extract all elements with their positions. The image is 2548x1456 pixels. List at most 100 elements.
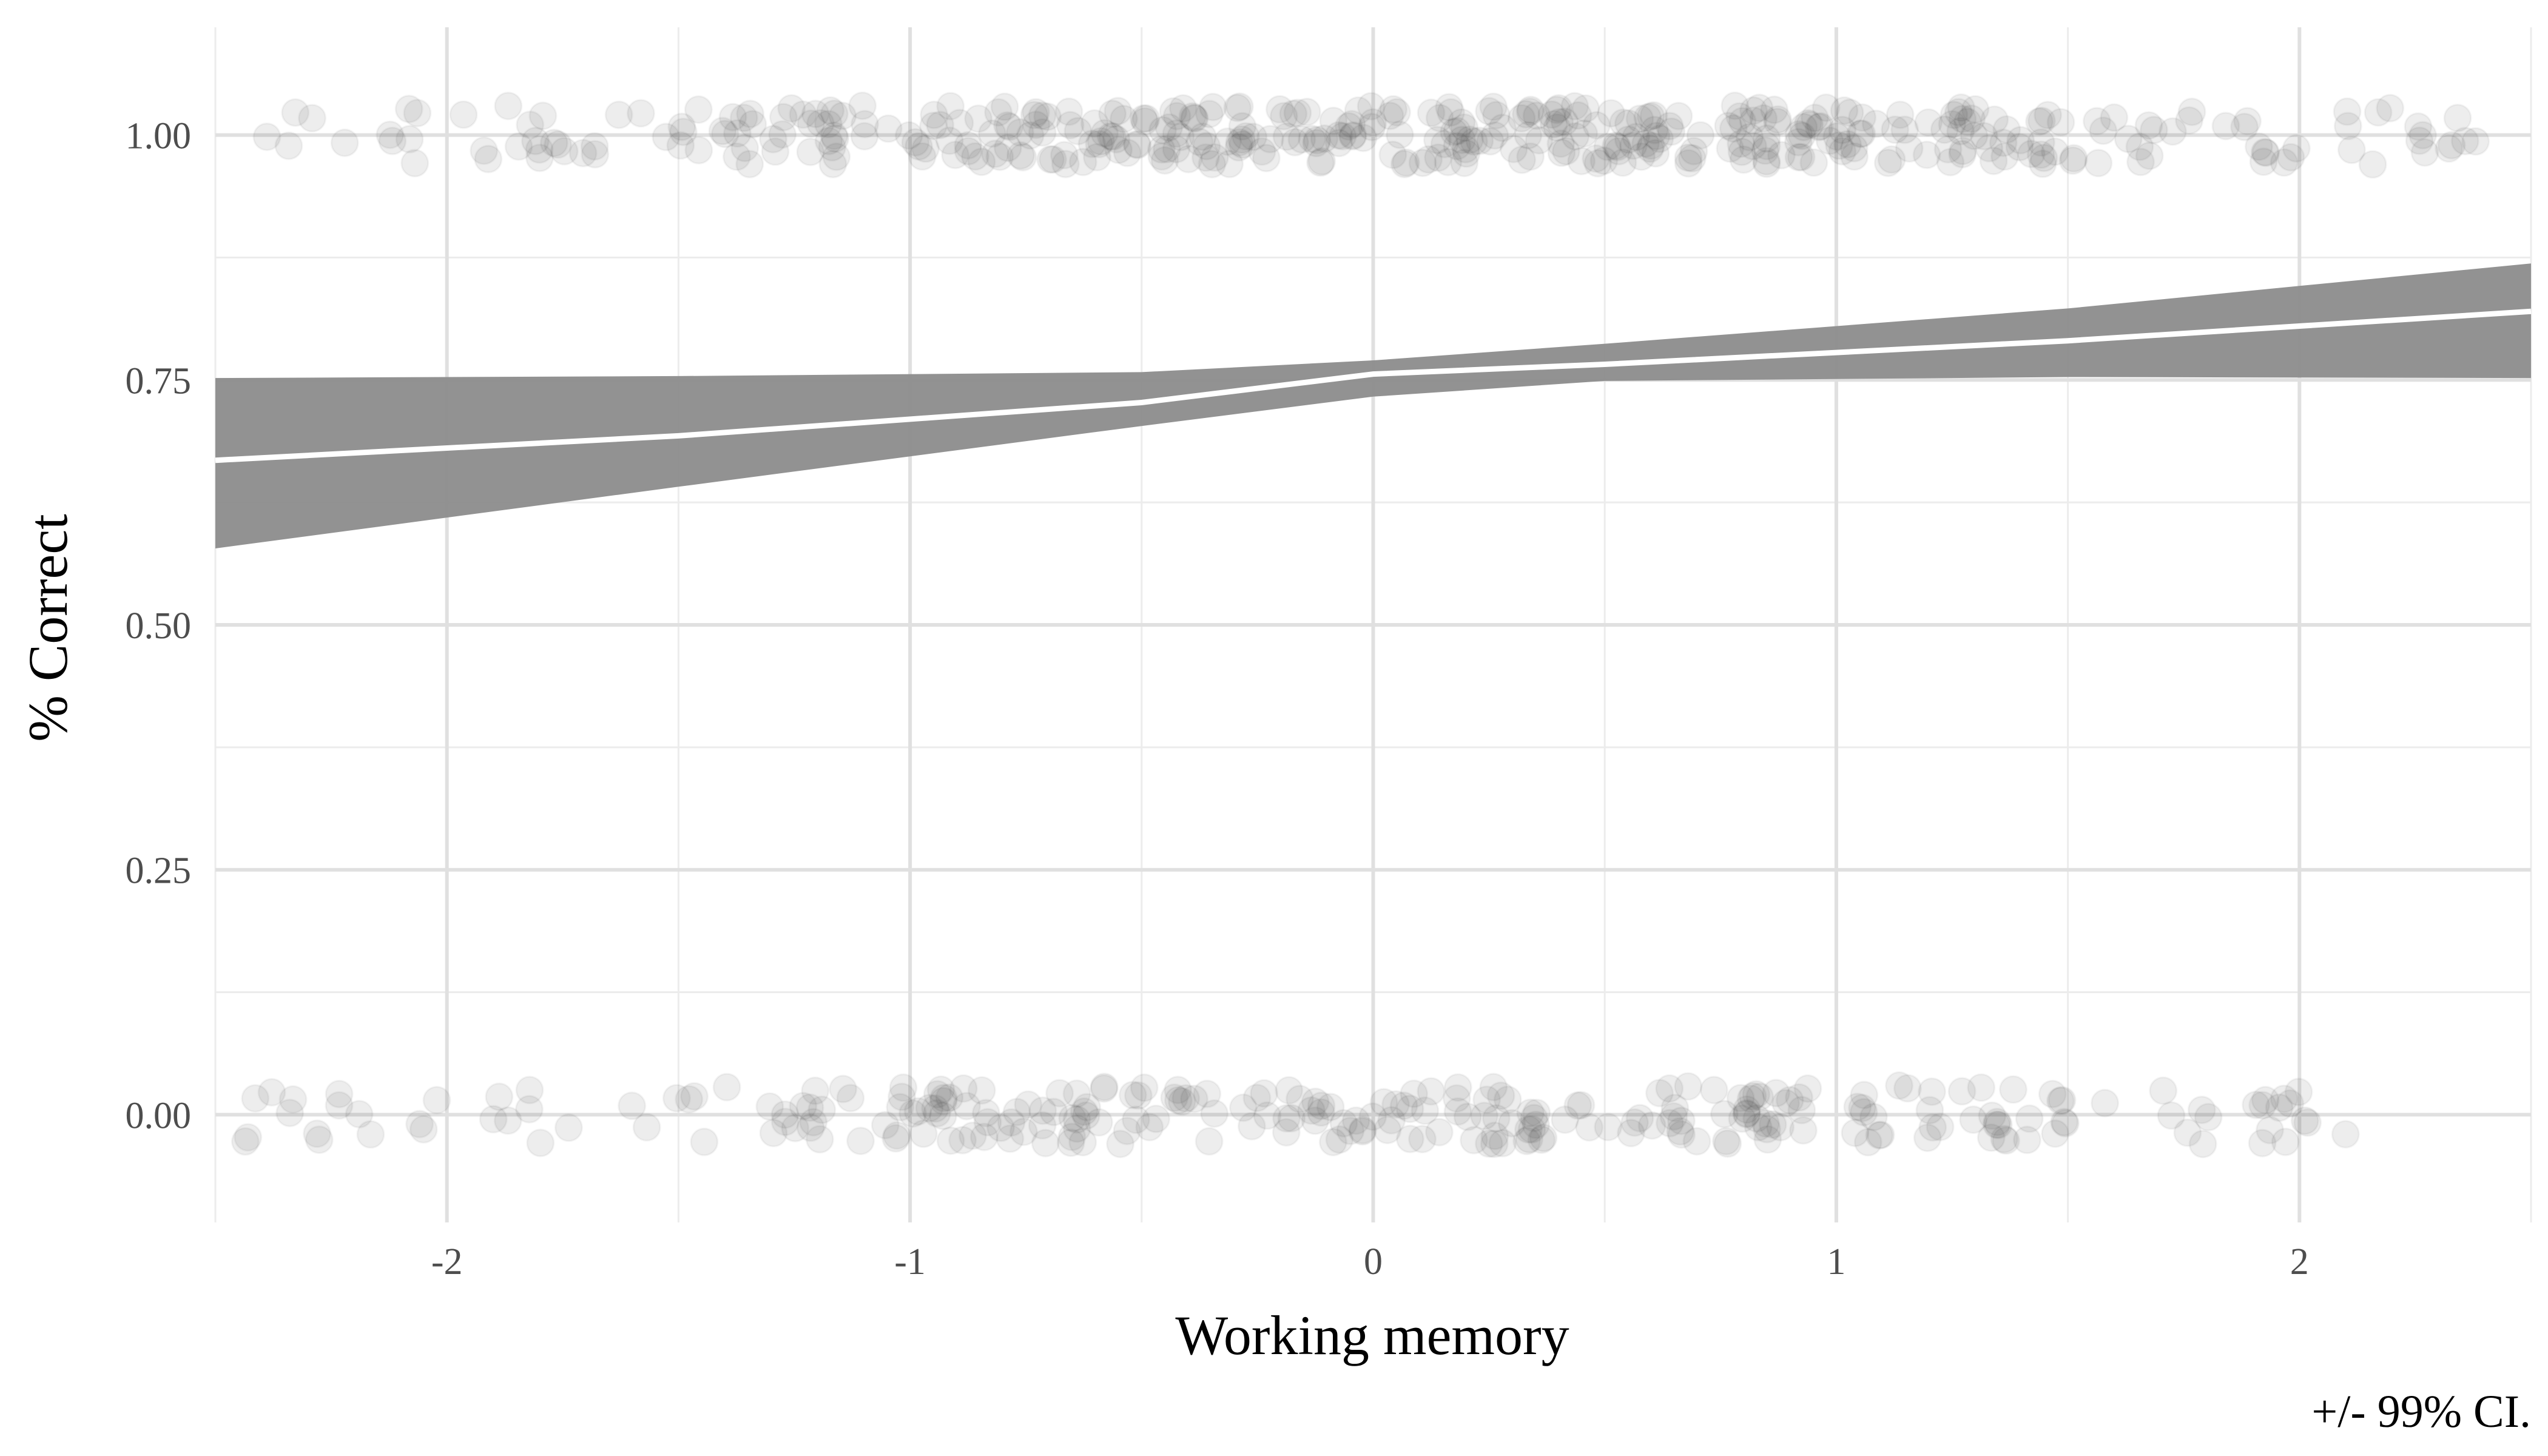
data-point: [2265, 1093, 2294, 1122]
data-point: [1975, 133, 2004, 163]
data-point: [889, 1073, 918, 1102]
data-point: [1732, 1095, 1761, 1124]
data-point: [2248, 1091, 2277, 1120]
data-point: [1567, 147, 1596, 175]
data-point: [1551, 136, 1580, 166]
data-point: [1714, 112, 1743, 141]
data-point: [1739, 106, 1768, 135]
data-point: [1009, 1117, 1038, 1147]
data-point: [1537, 100, 1566, 129]
data-point: [1543, 113, 1571, 142]
data-point: [905, 132, 933, 161]
data-point: [1358, 108, 1387, 137]
data-point: [1486, 1081, 1515, 1110]
data-point: [1582, 111, 1611, 140]
data-point: [822, 142, 851, 171]
data-point: [1546, 129, 1576, 158]
data-point: [1087, 127, 1116, 156]
data-point: [1636, 134, 1665, 163]
data-point: [1609, 108, 1638, 137]
data-point: [1316, 1093, 1345, 1122]
data-point: [1853, 1128, 1882, 1157]
data-point: [911, 134, 940, 163]
data-point: [1657, 117, 1686, 146]
data-point: [801, 1076, 830, 1105]
data-point: [1527, 1125, 1556, 1154]
data-point: [1435, 93, 1464, 122]
data-point: [1162, 101, 1191, 130]
data-point: [1082, 143, 1111, 172]
data-point: [986, 1113, 1015, 1142]
data-point: [1967, 1073, 1996, 1102]
data-point: [1848, 1093, 1876, 1122]
data-point: [818, 133, 847, 162]
data-point: [723, 119, 752, 148]
data-point: [1978, 1101, 2007, 1130]
data-point: [903, 1097, 932, 1126]
data-point: [1788, 1116, 1818, 1145]
data-point: [1334, 112, 1363, 141]
data-point: [1969, 122, 1998, 150]
data-point: [470, 136, 499, 165]
data-point: [1383, 98, 1411, 127]
data-point: [521, 126, 550, 155]
data-point: [1517, 1115, 1546, 1144]
data-point: [1164, 1086, 1193, 1115]
data-point: [684, 95, 713, 124]
data-point: [504, 132, 533, 161]
data-point: [1164, 1076, 1193, 1105]
data-point: [298, 104, 326, 133]
data-point: [378, 126, 407, 155]
data-point: [2333, 97, 2362, 126]
data-point: [1753, 1125, 1782, 1154]
data-point: [850, 122, 879, 151]
data-point: [805, 1125, 834, 1154]
data-point: [738, 110, 767, 139]
fit-line: [215, 308, 2532, 463]
data-point: [1298, 124, 1326, 153]
data-point: [2134, 111, 2163, 140]
data-point: [1713, 1129, 1742, 1158]
data-point: [526, 1128, 555, 1158]
data-point: [1602, 131, 1630, 160]
data-point: [1124, 1081, 1153, 1110]
data-point: [580, 132, 609, 161]
data-point: [330, 128, 359, 157]
data-point: [928, 1101, 957, 1130]
data-point: [1329, 1109, 1358, 1138]
data-point: [1480, 1121, 1509, 1150]
data-point: [1020, 101, 1049, 130]
data-point: [2331, 1120, 2360, 1149]
data-point: [1286, 1085, 1314, 1113]
data-point: [1930, 115, 1959, 144]
data-point: [278, 1085, 308, 1114]
data-point: [1984, 1110, 2013, 1139]
data-point: [1160, 1083, 1189, 1112]
data-point: [1522, 101, 1551, 130]
data-point: [1014, 1090, 1043, 1119]
data-point: [1539, 110, 1568, 139]
data-point: [1417, 1077, 1446, 1106]
data-point: [1597, 99, 1626, 128]
data-point: [1073, 1093, 1102, 1122]
data-point: [1515, 97, 1545, 126]
data-point: [1470, 1101, 1499, 1130]
data-point: [2040, 137, 2069, 166]
data-point: [1033, 102, 1062, 131]
data-point: [1677, 144, 1707, 173]
data-point: [1272, 1118, 1301, 1147]
data-point: [759, 1119, 788, 1148]
data-point: [2408, 121, 2438, 150]
data-point: [1752, 124, 1781, 153]
data-point: [1999, 1075, 2027, 1104]
data-point: [769, 103, 798, 132]
data-point: [1849, 1097, 1878, 1127]
data-point: [1721, 91, 1750, 120]
data-point: [768, 120, 797, 149]
data-point: [1544, 94, 1573, 123]
data-point: [2443, 104, 2472, 132]
data-point: [2058, 146, 2088, 175]
data-point: [1005, 118, 1034, 147]
data-point: [836, 1084, 865, 1113]
